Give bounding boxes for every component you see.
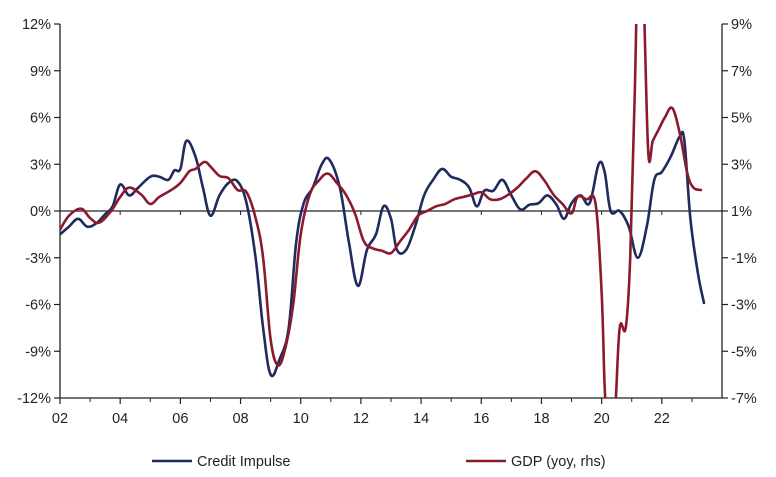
right-tick-label: 5% (731, 111, 752, 127)
right-tick-label: -1% (731, 251, 757, 267)
left-tick-label: -6% (25, 298, 51, 314)
left-tick-label: 9% (30, 64, 51, 80)
legend-label-credit-impulse: Credit Impulse (197, 454, 290, 470)
x-tick-label: 02 (52, 411, 68, 427)
legend-label-gdp: GDP (yoy, rhs) (511, 454, 606, 470)
left-tick-label: 6% (30, 111, 51, 127)
right-tick-label: -3% (731, 298, 757, 314)
right-tick-label: 3% (731, 157, 752, 173)
series-line-credit-impulse (60, 130, 706, 378)
right-tick-label: -5% (731, 344, 757, 360)
x-axis: 02 04 06 08 10 12 14 16 18 20 22 (52, 397, 722, 427)
x-tick-label: 18 (533, 411, 549, 427)
x-tick-label: 20 (594, 411, 610, 427)
right-tick-label: 1% (731, 204, 752, 220)
right-y-axis: -7% -5% -3% -1% 1% 3% 5% 7% 9% (721, 17, 757, 407)
x-tick-label: 08 (232, 411, 248, 427)
x-tick-label: 12 (353, 411, 369, 427)
left-tick-label: -3% (25, 251, 51, 267)
left-tick-label: -12% (17, 391, 51, 407)
x-tick-label: 16 (473, 411, 489, 427)
x-tick-label: 06 (172, 411, 188, 427)
left-tick-label: -9% (25, 344, 51, 360)
left-tick-label: 12% (22, 17, 51, 33)
legend: Credit Impulse GDP (yoy, rhs) (152, 454, 606, 470)
left-tick-label: 0% (30, 204, 51, 220)
x-tick-label: 10 (293, 411, 309, 427)
x-tick-label: 22 (654, 411, 670, 427)
left-tick-label: 3% (30, 157, 51, 173)
left-y-axis: -12% -9% -6% -3% 0% 3% 6% 9% 12% (17, 17, 61, 407)
series-line-gdp (60, 24, 703, 398)
x-tick-label: 14 (413, 411, 429, 427)
right-tick-label: 9% (731, 17, 752, 33)
x-tick-label: 04 (112, 411, 128, 427)
right-tick-label: 7% (731, 64, 752, 80)
right-tick-label: -7% (731, 391, 757, 407)
series-group (60, 24, 706, 398)
